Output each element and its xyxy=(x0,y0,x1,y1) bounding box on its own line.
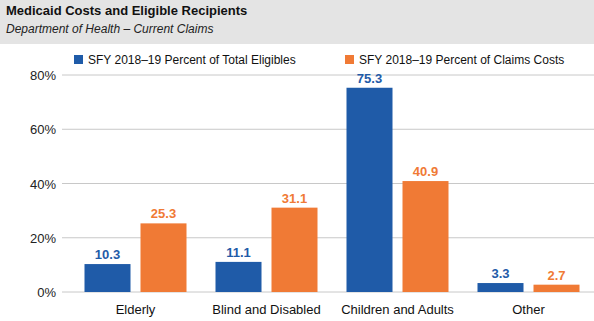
bars xyxy=(85,88,580,292)
x-tick-label: Blind and Disabled xyxy=(212,302,320,317)
y-tick-label: 60% xyxy=(30,122,56,137)
grid-line xyxy=(62,75,594,76)
title: Medicaid Costs and Eligible Recipients xyxy=(6,3,247,18)
bar xyxy=(141,223,187,292)
bar xyxy=(216,262,262,292)
data-label: 3.3 xyxy=(491,266,509,281)
bar xyxy=(478,283,524,292)
page: {"chart_data": {"type": "bar", "title": … xyxy=(0,0,594,321)
data-label: 11.1 xyxy=(226,245,251,260)
legend-swatch xyxy=(345,55,354,64)
bar xyxy=(403,181,449,292)
bar xyxy=(272,208,318,292)
bar xyxy=(534,285,580,292)
data-labels: 10.3 11.1 75.3 3.3 25.3 31.1 40.9 2.7 xyxy=(95,71,566,283)
y-tick-label: 40% xyxy=(30,177,56,192)
grid-line xyxy=(62,129,594,130)
data-label: 25.3 xyxy=(151,206,176,221)
x-tick-label: Elderly xyxy=(116,302,156,317)
data-label: 2.7 xyxy=(547,268,565,283)
data-label: 31.1 xyxy=(282,191,307,206)
x-tick-label: Children and Adults xyxy=(341,302,454,317)
legend-label: SFY 2018–19 Percent of Claims Costs xyxy=(359,53,564,67)
bar xyxy=(85,264,131,292)
data-label: 75.3 xyxy=(357,71,382,86)
header-band xyxy=(0,0,594,44)
y-tick-label: 0% xyxy=(37,285,56,300)
legend-label: SFY 2018–19 Percent of Total Eligibles xyxy=(88,53,296,67)
bar xyxy=(347,88,393,292)
x-tick-label: Other xyxy=(512,302,545,317)
y-tick-label: 80% xyxy=(30,68,56,83)
legend-swatch xyxy=(74,55,83,64)
data-label: 40.9 xyxy=(413,164,438,179)
y-tick-label: 20% xyxy=(30,231,56,246)
grid-line xyxy=(62,183,594,184)
subtitle: Department of Health – Current Claims xyxy=(6,22,213,36)
data-label: 10.3 xyxy=(95,247,120,262)
chart: Medicaid Costs and Eligible Recipients De… xyxy=(0,0,594,321)
